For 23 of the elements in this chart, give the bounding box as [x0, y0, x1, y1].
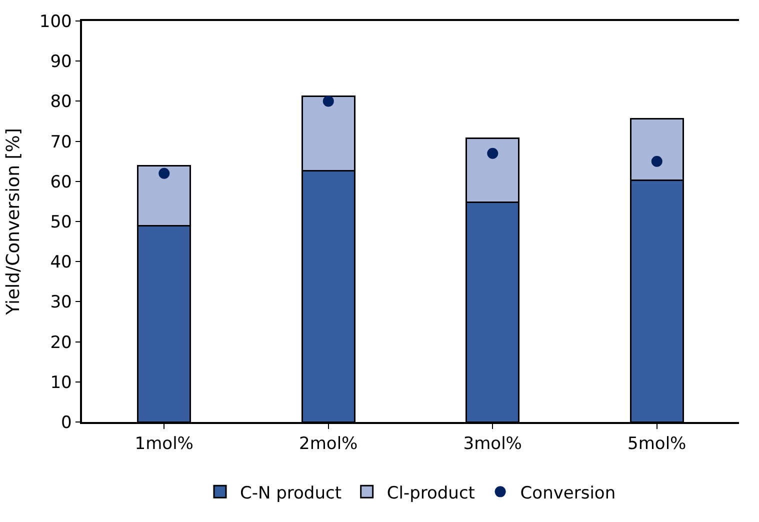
point: [322, 96, 334, 107]
y-tick-label: 70: [50, 132, 72, 152]
x-tick-label: 5mol%: [628, 434, 686, 454]
y-tick-label: 40: [50, 252, 72, 273]
x-tick-label: 2mol%: [299, 434, 358, 454]
y-tick-label: 80: [50, 92, 72, 112]
legend-label: Cl-product: [386, 483, 476, 504]
legend-label: C-N product: [240, 483, 342, 504]
y-tick-label: 60: [50, 172, 72, 192]
y-tick-label: 90: [50, 52, 72, 72]
x-tick-label: 3mol%: [463, 434, 522, 454]
y-tick-label: 20: [50, 332, 72, 353]
y-tick-label: 10: [50, 372, 72, 393]
x-tick-label: 1mol%: [134, 434, 194, 454]
y-tick-label: 100: [39, 12, 72, 32]
legend-label: Conversion: [520, 483, 616, 504]
y-tick-label: 30: [50, 292, 72, 313]
y-tick-label: 50: [50, 212, 72, 232]
y-tick-label: 0: [61, 412, 72, 433]
point: [487, 148, 498, 159]
y-axis-title: Yield/Conversion [%]: [3, 128, 24, 316]
point: [651, 156, 662, 167]
point: [158, 168, 170, 179]
